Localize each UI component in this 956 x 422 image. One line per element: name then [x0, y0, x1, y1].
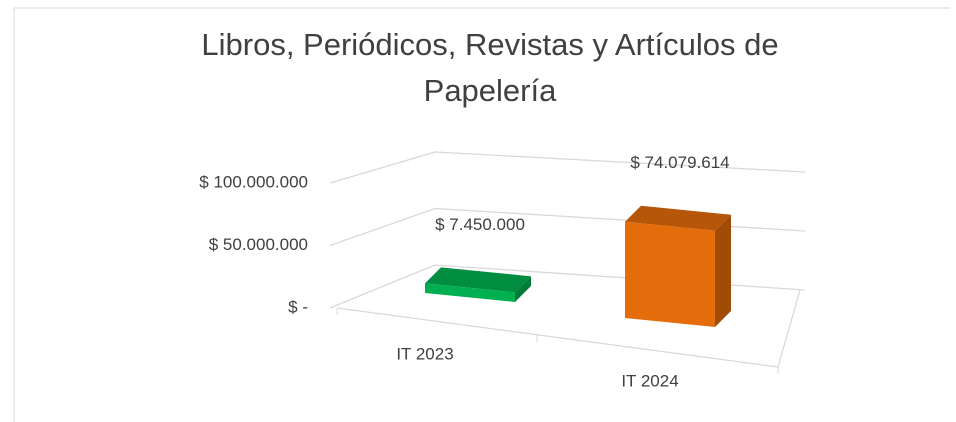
- x-tick-label: IT 2023: [396, 344, 453, 363]
- grid-line: [329, 207, 806, 247]
- bar-top: [625, 205, 731, 231]
- y-tick-label: $ -: [288, 297, 308, 316]
- chart-title: Libros, Periódicos, Revistas y Artículos…: [201, 27, 779, 108]
- bar: [425, 283, 515, 302]
- y-tick-label: $ 50.000.000: [209, 235, 308, 254]
- x-tick-label: IT 2024: [621, 371, 678, 390]
- bar-side: [515, 276, 531, 302]
- grid-line: [329, 151, 806, 184]
- y-tick-label: $ 100.000.000: [199, 172, 308, 191]
- data-label: $ 7.450.000: [435, 215, 525, 234]
- bar: [625, 221, 715, 327]
- data-label: $ 74.079.614: [630, 153, 729, 172]
- bar-top: [425, 267, 531, 293]
- bar-side: [715, 214, 731, 327]
- grid-line: [329, 264, 806, 309]
